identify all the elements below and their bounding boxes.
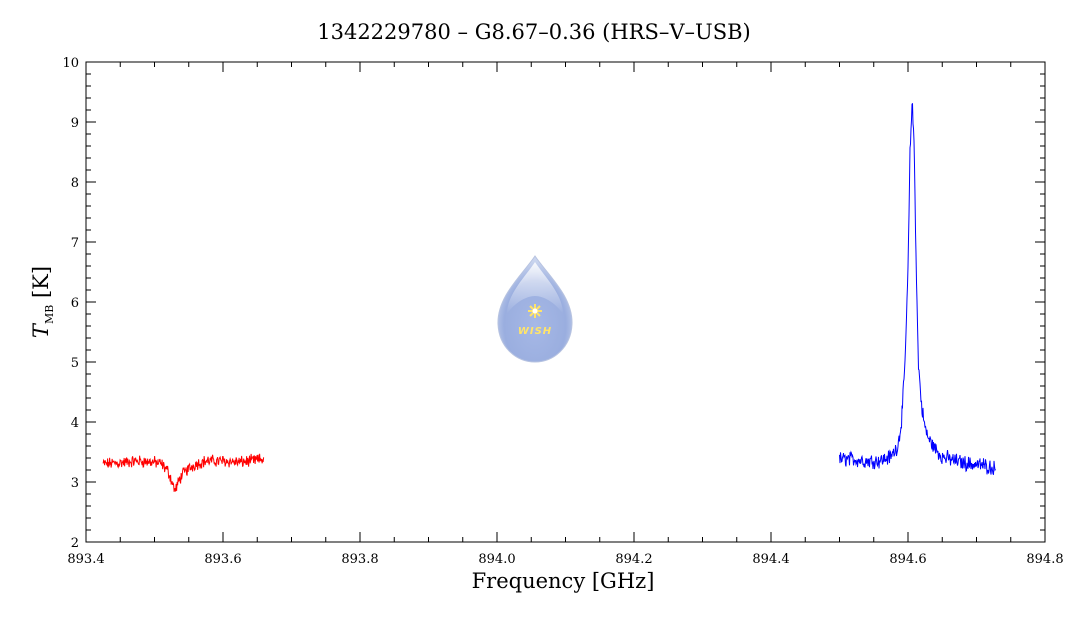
y-axis-label-subscript: MB xyxy=(43,305,56,324)
y-axis-label-symbol: T xyxy=(29,322,53,338)
y-tick-label: 10 xyxy=(62,56,79,71)
x-tick-label: 894.8 xyxy=(1026,552,1063,567)
wish-logo: WISH xyxy=(497,255,573,363)
x-tick-label: 894.2 xyxy=(615,552,652,567)
x-tick-label: 893.8 xyxy=(341,552,378,567)
x-axis-label: Frequency [GHz] xyxy=(472,569,655,593)
axis-ticks xyxy=(85,61,1046,543)
y-tick-label: 2 xyxy=(71,536,79,551)
y-tick-label: 9 xyxy=(71,116,79,131)
series-1-line xyxy=(102,453,265,492)
y-tick-label: 8 xyxy=(71,176,79,191)
x-tick-labels: 893.4 893.6 893.8 894.0 894.2 894.4 894.6 894.8 xyxy=(67,552,1063,567)
y-axis-label-unit: [K] xyxy=(29,266,53,305)
svg-text:TMB [K]: TMB [K] xyxy=(29,266,56,338)
y-tick-label: 6 xyxy=(71,296,79,311)
wish-logo-text: WISH xyxy=(518,326,552,337)
y-axis-label: TMB [K] xyxy=(29,266,56,338)
x-tick-label: 893.6 xyxy=(204,552,241,567)
x-tick-label: 893.4 xyxy=(67,552,104,567)
x-tick-label: 894.4 xyxy=(752,552,789,567)
y-tick-labels: 2 3 4 5 6 7 8 9 10 xyxy=(62,56,79,551)
star-icon xyxy=(528,304,542,318)
y-tick-label: 7 xyxy=(71,236,79,251)
y-tick-label: 3 xyxy=(71,476,79,491)
y-tick-label: 5 xyxy=(71,356,79,371)
drop-highlight xyxy=(507,262,563,314)
y-tick-label: 4 xyxy=(71,416,79,431)
x-tick-label: 894.0 xyxy=(478,552,515,567)
chart-title: 1342229780 – G8.67–0.36 (HRS–V–USB) xyxy=(317,20,751,44)
series-2-line xyxy=(839,103,996,475)
series-layer xyxy=(102,103,996,492)
x-tick-label: 894.6 xyxy=(889,552,926,567)
